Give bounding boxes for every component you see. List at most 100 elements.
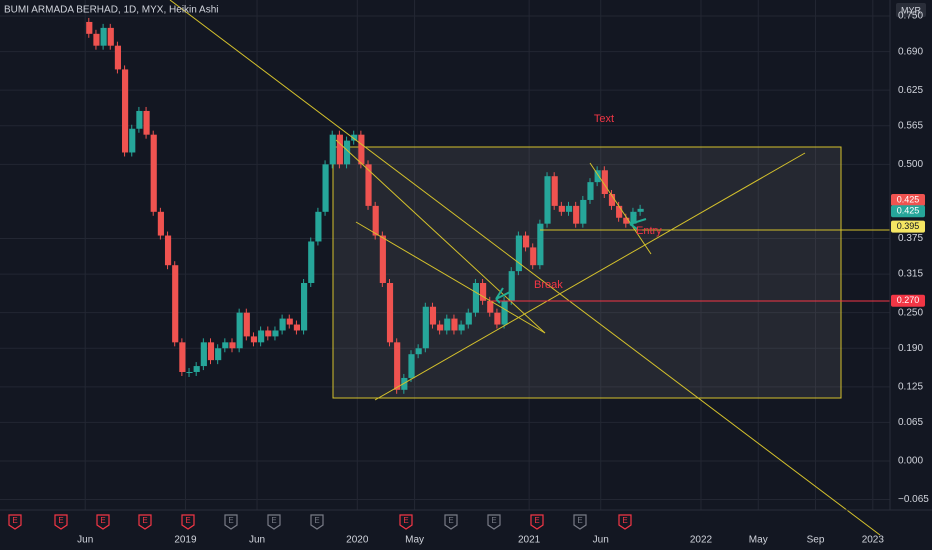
candle	[429, 306, 437, 325]
y-tick-label: 0.190	[898, 343, 923, 354]
candle	[143, 110, 150, 135]
y-tick-label: 0.065	[898, 417, 923, 428]
earnings-marker	[399, 514, 413, 530]
candle	[243, 312, 250, 337]
candle	[193, 366, 200, 372]
earnings-label: E	[58, 516, 63, 525]
earnings-marker	[310, 514, 324, 530]
candle	[451, 318, 458, 331]
candle	[544, 176, 551, 224]
earnings-marker	[530, 514, 544, 530]
candle	[437, 324, 444, 331]
price-badge	[891, 193, 925, 206]
candle	[537, 223, 544, 266]
candle	[573, 205, 580, 224]
candle	[107, 27, 114, 46]
earnings-marker	[487, 514, 501, 530]
price-badge	[891, 294, 925, 307]
currency: MYR	[901, 5, 922, 15]
earnings-marker	[573, 514, 587, 530]
candle	[444, 318, 451, 331]
earnings-marker	[8, 514, 22, 530]
earnings-label: E	[314, 516, 319, 525]
candle	[164, 235, 172, 266]
candle	[515, 235, 522, 272]
candle	[480, 283, 487, 301]
candle	[236, 312, 243, 349]
candle	[358, 134, 365, 165]
candle	[86, 21, 93, 34]
earnings-label: E	[577, 516, 582, 525]
earnings-label: E	[185, 516, 190, 525]
annotation: Break	[534, 279, 563, 291]
arrow	[495, 287, 513, 304]
x-tick-label: Sep	[807, 535, 825, 546]
price-badge	[891, 205, 925, 218]
arrows	[495, 214, 647, 304]
candle	[136, 110, 143, 129]
trend-line	[169, 0, 881, 536]
y-tick-label: 0.315	[898, 269, 923, 280]
earnings-marker	[618, 514, 632, 530]
price-axis	[890, 0, 932, 550]
candle	[558, 205, 565, 212]
earnings-marker	[224, 514, 238, 530]
y-tick-label: 0.625	[898, 85, 923, 96]
candle	[343, 140, 351, 165]
candle	[207, 342, 215, 361]
candles	[86, 17, 644, 394]
candle	[351, 134, 358, 141]
candle	[215, 348, 222, 361]
candle	[372, 205, 379, 236]
x-tick-label: May	[749, 535, 768, 546]
currency-badge	[896, 3, 926, 17]
earnings-label: E	[12, 516, 17, 525]
earnings-label: E	[403, 516, 408, 525]
candle	[587, 182, 594, 200]
candle	[487, 300, 494, 313]
price-badge-label: 0.395	[897, 221, 920, 231]
candle	[172, 265, 179, 343]
candle	[565, 205, 573, 212]
earnings-label: E	[228, 516, 233, 525]
candle	[458, 324, 465, 331]
candle	[286, 318, 293, 325]
candle	[336, 134, 343, 165]
candle	[637, 208, 644, 212]
candle	[308, 241, 315, 284]
x-tick-label: 2022	[690, 535, 713, 546]
price-badge-label: 0.270	[897, 295, 920, 305]
candle	[608, 194, 616, 206]
candle	[530, 247, 537, 266]
candle	[122, 69, 129, 153]
candle	[150, 134, 157, 212]
x-tick-label: Jun	[77, 535, 93, 546]
candle	[408, 354, 415, 378]
candle	[594, 170, 601, 183]
candle	[200, 342, 207, 367]
earnings-marker	[267, 514, 281, 530]
candle	[501, 300, 508, 325]
candle	[129, 128, 136, 153]
candle	[365, 164, 372, 206]
y-tick-label: 0.250	[898, 307, 923, 318]
candle	[258, 330, 265, 343]
x-tick-label: Jun	[249, 535, 265, 546]
earnings-label: E	[100, 516, 105, 525]
trend-line	[355, 221, 546, 334]
candle	[315, 211, 322, 242]
candle	[179, 342, 186, 372]
candle	[508, 271, 515, 301]
candle	[465, 312, 472, 325]
candle	[422, 306, 429, 349]
earnings-marker	[444, 514, 458, 530]
candle	[114, 45, 122, 70]
arrow	[629, 214, 647, 230]
candle	[250, 336, 258, 343]
earnings-label: E	[142, 516, 147, 525]
earnings-label: E	[271, 516, 276, 525]
candle	[580, 199, 587, 224]
candle	[272, 330, 279, 337]
